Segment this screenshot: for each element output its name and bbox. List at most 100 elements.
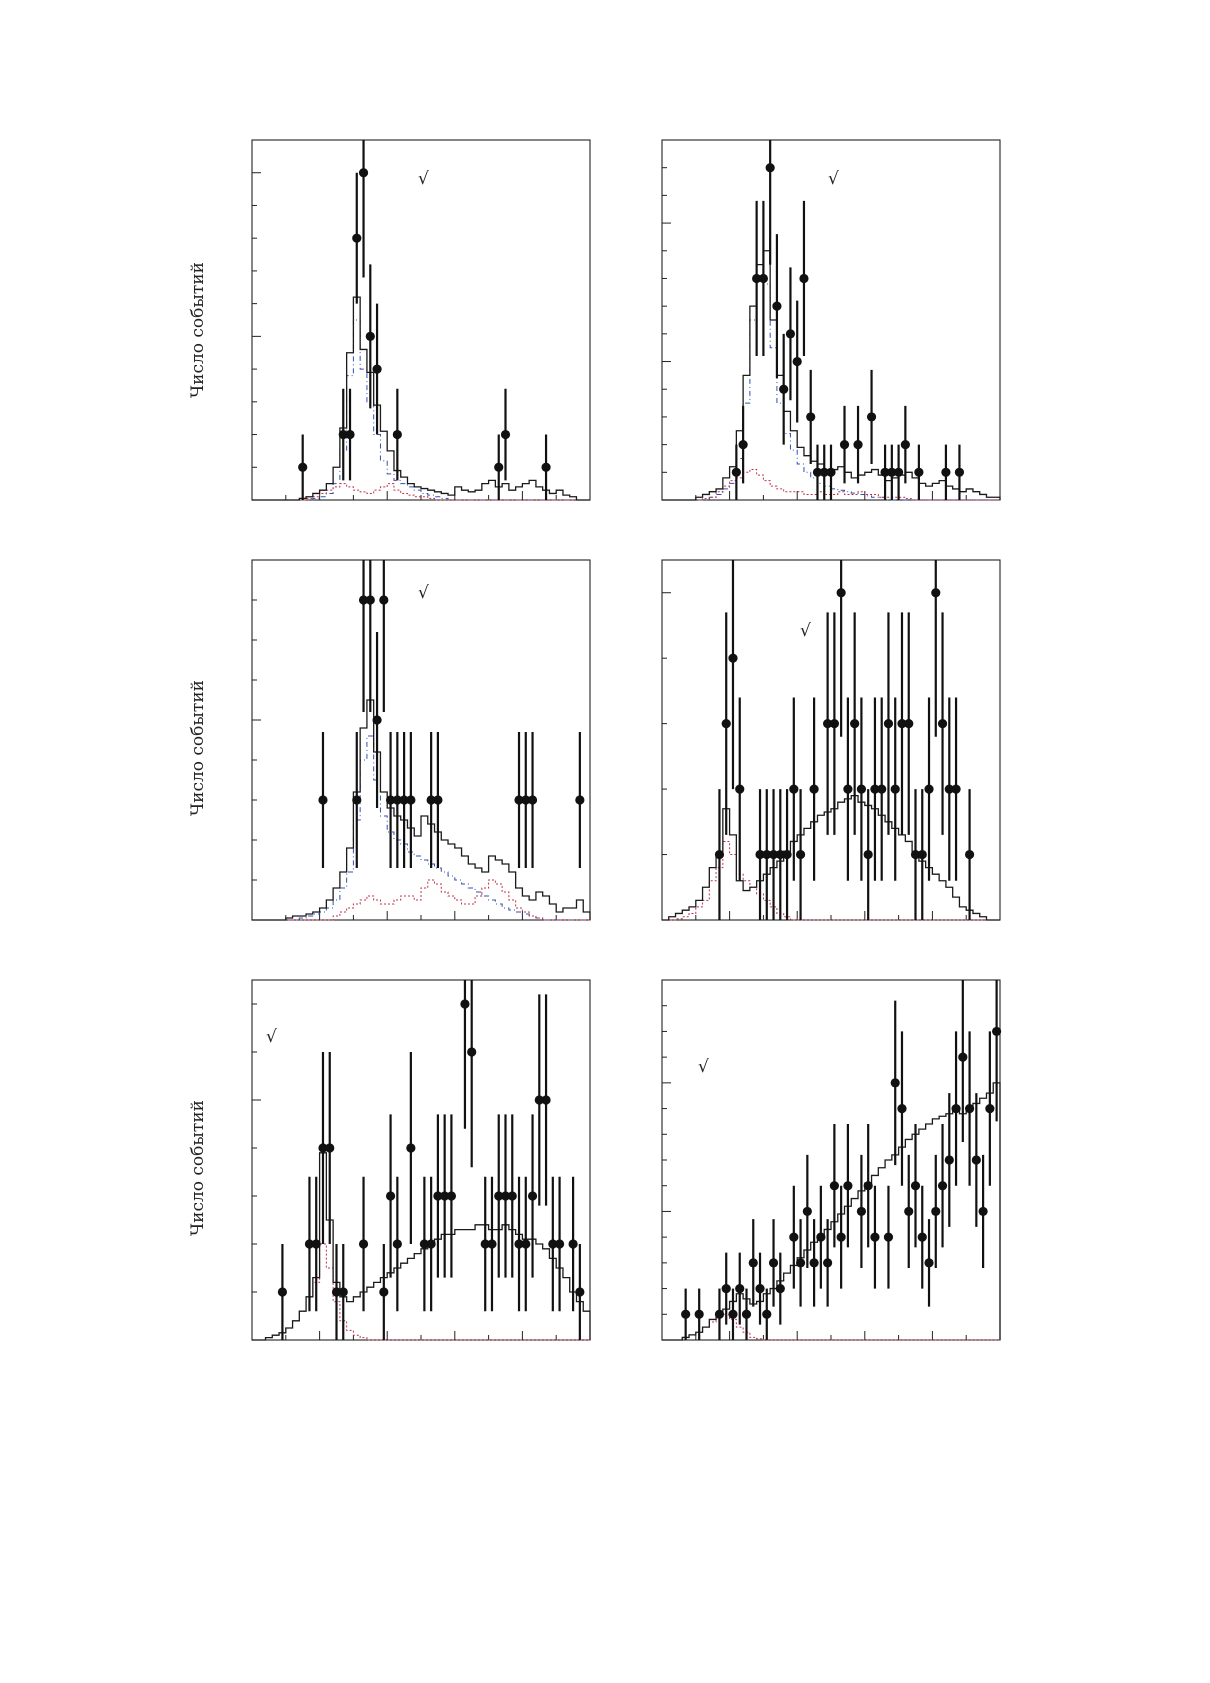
data-point [527,1191,538,1201]
data-point [826,467,836,477]
data-point [467,1047,477,1057]
data-point [694,1309,704,1319]
data-point [575,795,585,805]
x-ticks [285,911,557,920]
data-point [379,595,389,605]
data-point [480,1239,490,1249]
data-point [850,719,860,729]
data-point [799,273,809,284]
data-point [735,784,745,794]
energy-annotation: √ [418,583,429,603]
data-points [318,560,585,868]
data-point [958,1052,968,1062]
histogram-panel-4: √ [661,559,1001,921]
data-point [937,1181,948,1191]
data-point [534,1095,544,1105]
data-point [758,273,769,284]
histogram-panel-1: √ [251,139,591,501]
data-point [500,429,511,440]
data-point [944,784,954,794]
data-point [951,784,961,794]
data-points [298,140,551,500]
data-point [735,1283,745,1294]
data-point [853,440,863,450]
data-points [277,980,585,1340]
data-point [941,467,951,477]
data-point [789,784,799,794]
histogram-panel-3: √ [251,559,591,921]
y-ticks [662,592,671,856]
data-point [365,331,375,341]
data-point [762,1309,772,1319]
data-points [714,560,975,920]
component-dotted-histogram [252,879,590,921]
x-ticks [695,1331,967,1340]
data-point [887,467,897,477]
component-dotted-histogram [252,1243,590,1341]
data-point [897,719,907,729]
y-ticks [252,599,261,881]
data-point [951,1103,961,1114]
data-point [338,429,348,440]
data-point [277,1287,288,1297]
data-point [494,1191,504,1201]
data-point [772,301,782,311]
histogram-panel-2: √ [661,139,1001,501]
data-point [971,1155,981,1165]
energy-annotation: √ [828,169,839,189]
data-point [917,1232,927,1242]
data-point [527,795,538,805]
component-dotted-histogram [662,840,1000,921]
data-point [541,462,551,472]
data-point [856,784,867,794]
y-ticks [252,172,261,468]
data-point [829,1181,839,1191]
data-point [494,462,504,472]
data-point [883,1232,894,1242]
data-point [318,1143,328,1153]
data-point [775,849,785,860]
data-point [809,784,819,794]
y-ticks [252,1003,261,1293]
data-point [304,1239,315,1249]
data-point [782,849,792,860]
data-point [917,849,927,860]
plot-frame [251,559,591,921]
data-point [500,1191,511,1201]
data-point [325,1143,335,1153]
data-point [318,795,328,805]
data-point [914,467,924,477]
data-point [795,1258,806,1268]
data-point [358,1239,369,1249]
data-point [829,719,839,729]
data-point [816,1232,826,1242]
data-point [910,1181,921,1191]
data-point [714,849,725,860]
histogram-panel-6: √ [661,979,1002,1341]
data-point [748,1258,758,1268]
data-point [541,1095,551,1105]
data-point [433,1191,443,1201]
data-point [385,795,396,805]
data-point [812,467,823,477]
data-point [358,168,369,178]
component-dashdot-histogram [662,277,1000,501]
data-point [392,429,402,440]
data-point [985,1103,995,1114]
data-point [392,795,402,805]
data-point [752,273,762,284]
energy-annotation: √ [418,169,429,189]
x-ticks [695,911,967,920]
data-point [768,1258,779,1268]
y-axis-label-row2: Число событий [188,680,208,816]
data-point [507,1191,517,1201]
y-axis-label-row1: Число событий [188,262,208,398]
x-ticks [285,491,557,500]
data-point [741,1309,752,1319]
data-point [964,1103,975,1114]
data-point [856,1206,867,1217]
data-point [298,462,308,472]
data-point [728,653,738,663]
y-axis-label-row3: Число событий [188,1100,208,1236]
